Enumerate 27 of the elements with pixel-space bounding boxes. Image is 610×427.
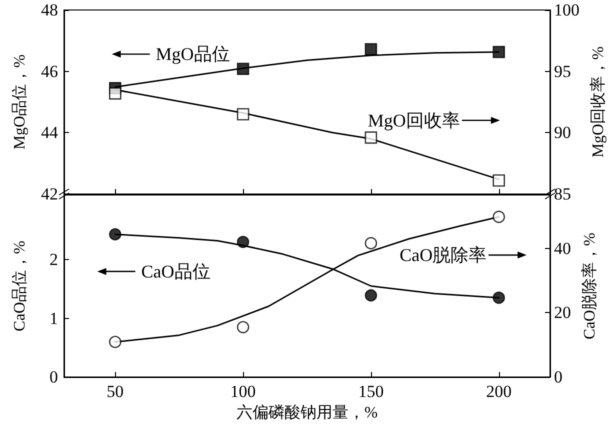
x-tick-label: 100 [230,382,256,401]
annotation: CaO脱除率 [400,245,487,266]
y2-tick-label: 0 [554,368,562,386]
y-tick-label: 46 [41,62,58,81]
y-tick-label: 0 [50,368,58,386]
y2-tick-label: 100 [554,0,580,20]
y2-axis-title: MgO回收率，% [588,46,607,158]
annotation: CaO品位 [141,261,210,282]
y2-tick-label: 20 [554,303,571,322]
y-tick-label: 44 [41,123,58,142]
x-tick-label: 200 [486,382,512,401]
y-axis-title: CaO品位，% [12,240,28,332]
y2-tick-label: 95 [554,62,571,81]
y2-tick-label: 85 [554,184,571,204]
y2-tick-label: 40 [554,238,571,258]
y-tick-label: 48 [41,0,58,20]
y-tick-label: 2 [50,250,58,270]
annotation: MgO回收率 [368,110,460,130]
y-tick-label: 42 [41,184,58,204]
x-axis-title: 六偏磷酸钠用量，% [236,403,378,422]
y2-tick-label: 90 [554,123,571,142]
y-axis-title: MgO品位，% [12,54,28,150]
x-tick-label: 50 [106,382,124,401]
annotation: MgO品位 [156,44,230,64]
x-tick-label: 150 [358,382,384,401]
y-tick-label: 1 [50,308,58,328]
y2-axis-title: CaO脱除率，% [580,232,598,340]
